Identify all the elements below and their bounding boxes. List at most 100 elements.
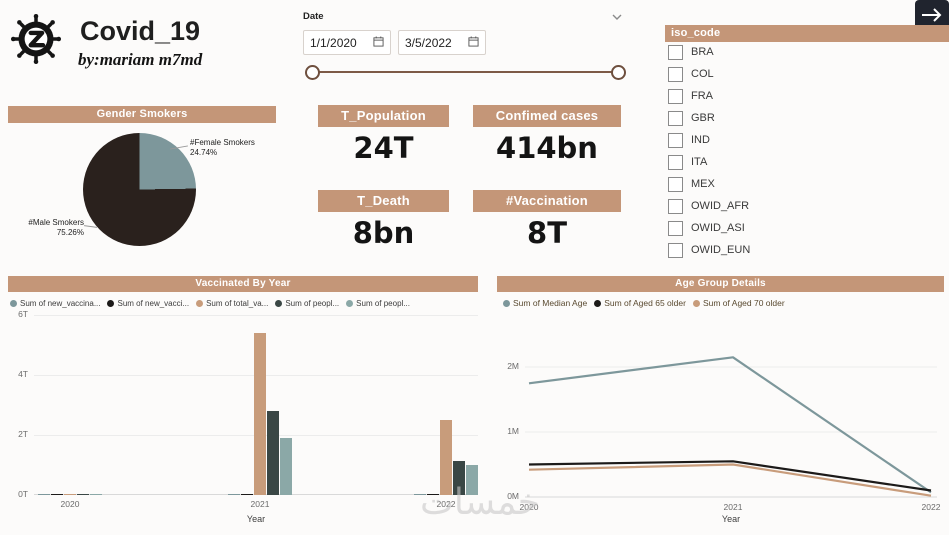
legend-label: Sum of new_vacci... bbox=[117, 298, 190, 308]
bar-chart-legend: Sum of new_vaccina... Sum of new_vacci...… bbox=[10, 297, 478, 309]
iso-code-label: OWID_ASI bbox=[691, 222, 745, 234]
legend-item[interactable]: Sum of Aged 70 older bbox=[692, 298, 785, 308]
line-series[interactable] bbox=[528, 463, 932, 497]
checkbox[interactable] bbox=[668, 44, 683, 60]
iso-checkbox-row[interactable]: IND bbox=[668, 130, 710, 150]
bar[interactable] bbox=[89, 493, 102, 495]
calendar-icon bbox=[373, 35, 384, 50]
kpi-population-header: T_Population bbox=[318, 105, 449, 127]
iso-code-label: GBR bbox=[691, 112, 715, 124]
gender-smokers-header: Gender Smokers bbox=[8, 106, 276, 123]
line-chart-legend: Sum of Median Age Sum of Aged 65 older Sum… bbox=[503, 297, 944, 309]
bar[interactable] bbox=[76, 493, 89, 495]
iso-code-label: OWID_AFR bbox=[691, 200, 750, 212]
slider-handle-end[interactable] bbox=[611, 65, 626, 80]
bar[interactable] bbox=[426, 493, 439, 495]
iso-checkbox-row[interactable]: ITA bbox=[668, 152, 707, 172]
legend-item[interactable]: Sum of Aged 65 older bbox=[594, 298, 686, 308]
x-tick-label: 2020 bbox=[60, 499, 80, 509]
line-series[interactable] bbox=[528, 460, 932, 492]
checkbox[interactable] bbox=[668, 154, 683, 170]
age-group-details-card: Age Group Details Sum of Median Age Sum o… bbox=[497, 276, 944, 529]
iso-code-label: MEX bbox=[691, 178, 715, 190]
checkbox[interactable] bbox=[668, 66, 683, 82]
legend-dot bbox=[275, 299, 283, 307]
date-range-slider-track[interactable] bbox=[312, 71, 618, 73]
pie-label-female: #Female Smokers 24.74% bbox=[190, 138, 255, 158]
checkbox[interactable] bbox=[668, 198, 683, 214]
iso-checkbox-row[interactable]: MEX bbox=[668, 174, 715, 194]
vaccinated-by-year-card: Vaccinated By Year Sum of new_vaccina...… bbox=[8, 276, 478, 529]
bar[interactable] bbox=[63, 493, 76, 495]
end-date-input[interactable]: 3/5/2022 bbox=[398, 30, 486, 55]
legend-label: Sum of peopl... bbox=[356, 298, 410, 308]
y-tick-label: 0T bbox=[18, 489, 28, 499]
bar[interactable] bbox=[465, 465, 478, 495]
bar[interactable] bbox=[50, 493, 63, 495]
x-tick-label: 2021 bbox=[723, 502, 743, 512]
bar-plot: 0T 2T 4T 6T 2020 2021 2022 bbox=[18, 309, 478, 509]
y-tick-label: 0M bbox=[507, 491, 519, 501]
kpi-population-value: 24T bbox=[353, 131, 414, 165]
bar[interactable] bbox=[413, 493, 426, 495]
bar[interactable] bbox=[266, 411, 279, 495]
iso-code-label: IND bbox=[691, 134, 710, 146]
y-tick-label: 4T bbox=[18, 369, 28, 379]
bar[interactable] bbox=[253, 333, 266, 495]
slider-handle-start[interactable] bbox=[305, 65, 320, 80]
iso-checkbox-row[interactable]: COL bbox=[668, 64, 714, 84]
checkbox[interactable] bbox=[668, 132, 683, 148]
legend-item[interactable]: Sum of new_vaccina... bbox=[10, 299, 100, 308]
pie-label-male: #Male Smokers 75.26% bbox=[28, 218, 84, 238]
iso-filter-header: iso_code bbox=[665, 25, 949, 42]
start-date-input[interactable]: 1/1/2020 bbox=[303, 30, 391, 55]
legend-dot bbox=[196, 299, 204, 307]
iso-code-label: COL bbox=[691, 68, 714, 80]
iso-checkbox-row[interactable]: OWID_AFR bbox=[668, 196, 749, 216]
iso-checkbox-row[interactable]: OWID_EUN bbox=[668, 240, 750, 260]
legend-item[interactable]: Sum of Median Age bbox=[503, 298, 587, 308]
bar[interactable] bbox=[452, 460, 465, 495]
iso-code-label: FRA bbox=[691, 90, 713, 102]
iso-checkbox-row[interactable]: BRA bbox=[668, 42, 714, 62]
checkbox[interactable] bbox=[668, 242, 683, 258]
bar[interactable] bbox=[227, 493, 240, 495]
kpi-death-value: 8bn bbox=[352, 216, 415, 250]
legend-item[interactable]: Sum of new_vacci... bbox=[107, 299, 189, 308]
chevron-down-icon[interactable] bbox=[610, 10, 624, 29]
legend-item[interactable]: Sum of peopl... bbox=[346, 299, 410, 308]
end-date-value: 3/5/2022 bbox=[405, 35, 452, 50]
bar[interactable] bbox=[240, 493, 253, 495]
iso-code-label: BRA bbox=[691, 46, 714, 58]
legend-item[interactable]: Sum of peopl... bbox=[275, 299, 339, 308]
x-tick-label: 2021 bbox=[250, 499, 270, 509]
line-series[interactable] bbox=[528, 356, 932, 494]
checkbox[interactable] bbox=[668, 88, 683, 104]
y-tick-label: 1M bbox=[507, 426, 519, 436]
kpi-vaccination-header: #Vaccination bbox=[473, 190, 621, 212]
legend-label: Sum of peopl... bbox=[285, 298, 340, 308]
bar[interactable] bbox=[37, 493, 50, 495]
checkbox[interactable] bbox=[668, 220, 683, 236]
iso-checkbox-row[interactable]: FRA bbox=[668, 86, 713, 106]
kpi-confirmed-value: 414bn bbox=[496, 131, 598, 165]
legend-label: Sum of new_vaccina... bbox=[20, 298, 101, 308]
iso-checkbox-row[interactable]: GBR bbox=[668, 108, 715, 128]
checkbox[interactable] bbox=[668, 110, 683, 126]
iso-checkbox-row[interactable]: OWID_ASI bbox=[668, 218, 745, 238]
legend-item[interactable]: Sum of total_va... bbox=[196, 299, 268, 308]
x-tick-label: 2022 bbox=[921, 502, 941, 512]
bar-x-axis-title: Year bbox=[246, 514, 266, 524]
legend-label: Sum of total_va... bbox=[206, 298, 269, 308]
iso-list: BRA COL FRA GBR IND ITA MEX OWID_AFR OWID_ASI OWI… bbox=[665, 38, 949, 268]
calendar-icon bbox=[468, 35, 479, 50]
gender-pie[interactable] bbox=[83, 133, 196, 246]
iso-code-label: OWID_EUN bbox=[691, 244, 751, 256]
bar[interactable] bbox=[279, 438, 292, 495]
y-tick-label: 2T bbox=[18, 429, 28, 439]
start-date-value: 1/1/2020 bbox=[310, 35, 357, 50]
legend-dot bbox=[503, 299, 510, 307]
checkbox[interactable] bbox=[668, 176, 683, 192]
bar[interactable] bbox=[439, 420, 452, 495]
